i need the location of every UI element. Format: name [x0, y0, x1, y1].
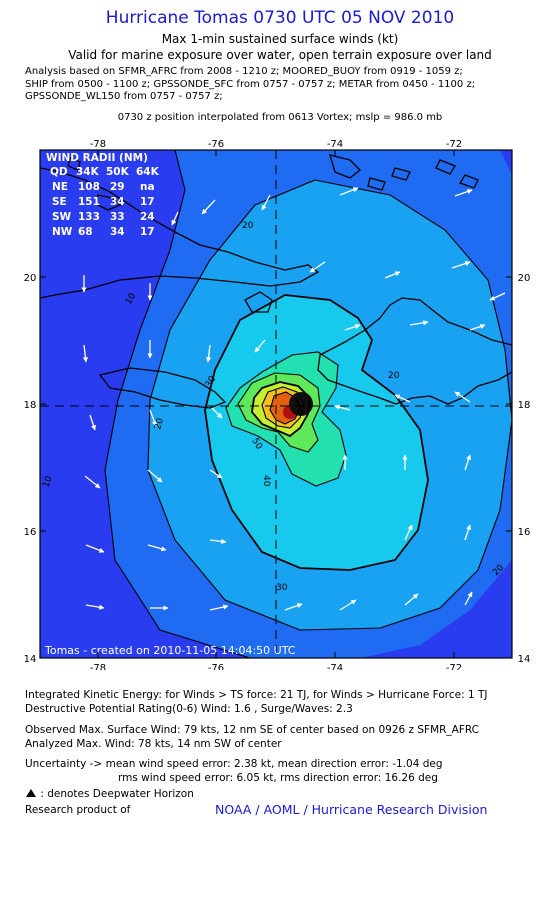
- analysis-line-2: SHIP from 0500 - 1100 z; GPSSONDE_SFC fr…: [25, 78, 476, 90]
- wind-radii-34k: 108: [78, 181, 100, 193]
- contour-label: 40: [261, 475, 271, 487]
- contour-label: 10: [41, 475, 54, 489]
- x-tick-label: -76: [208, 139, 224, 150]
- ike-line: Integrated Kinetic Energy: for Winds > T…: [25, 689, 488, 701]
- y-tick-label: 14: [518, 654, 531, 665]
- x-tick-label: -78: [90, 139, 106, 150]
- wind-radii-34k: 68: [78, 226, 93, 238]
- uncertainty-line-1: Uncertainty -> mean wind speed error: 2.…: [25, 758, 443, 770]
- wind-radii-quadrant: SE: [52, 196, 67, 208]
- wind-radii-50k: 29: [110, 181, 125, 193]
- wind-vectors: [81, 187, 506, 611]
- wind-radii-quadrant: NW: [52, 226, 73, 238]
- map-subtitle-product: Max 1-min sustained surface winds (kt): [161, 32, 399, 46]
- wind-radii-64k: 24: [140, 211, 155, 223]
- coastlines: [40, 154, 512, 409]
- max-wind-statistics: Observed Max. Surface Wind: 79 kts, 12 n…: [25, 724, 479, 751]
- x-tick-label: -78: [90, 663, 106, 670]
- map-subtitle-exposure: Valid for marine exposure over water, op…: [68, 48, 492, 62]
- x-tick-label: -72: [446, 139, 462, 150]
- y-tick-label: 14: [24, 654, 37, 665]
- x-tick-label: -76: [208, 663, 224, 670]
- wind-radii-header-34k: 34K: [76, 166, 100, 178]
- y-tick-label: 16: [518, 527, 531, 538]
- contour-label: 30: [276, 583, 288, 593]
- y-tick-label: 18: [518, 400, 531, 411]
- position-note: 0730 z position interpolated from 0613 V…: [117, 112, 443, 123]
- wind-radii-50k: 33: [110, 211, 125, 223]
- wind-contours: 10 10 20 30 40 50 20 30 20 20 WIND RADII…: [40, 150, 512, 658]
- research-label: Research product of: [25, 804, 131, 816]
- wind-radii-header-64k: 64K: [136, 166, 160, 178]
- contour-label: 20: [153, 417, 166, 431]
- wind-radii-quadrant: NE: [52, 181, 68, 193]
- wind-radii-table: WIND RADII (NM) QD 34K 50K 64K NE 108 29…: [46, 152, 160, 238]
- y-tick-label: 18: [24, 400, 37, 411]
- wind-radii-64k: 17: [140, 196, 155, 208]
- map-footer: Tomas - created on 2010-11-05 14:04:50 U…: [44, 644, 296, 657]
- wind-radii-64k: 17: [140, 226, 155, 238]
- axis-labels: -78 -76 -74 -72 -78 -76 -74 -72 20 18 16…: [24, 139, 531, 670]
- dpr-line: Destructive Potential Rating(0-6) Wind: …: [25, 702, 353, 715]
- wind-radii-50k: 34: [110, 196, 125, 208]
- storm-statistics: Integrated Kinetic Energy: for Winds > T…: [25, 689, 487, 716]
- wind-radii-50k: 34: [110, 226, 125, 238]
- wind-field-map: 10 10 20 30 40 50 20 30 20 20 WIND RADII…: [24, 139, 531, 670]
- analysis-line-1: Analysis based on SFMR_AFRC from 2008 - …: [25, 66, 463, 77]
- triangle-marker-icon: [26, 789, 36, 797]
- contour-lines: [104, 150, 512, 658]
- axis-ticks: [40, 150, 512, 659]
- wind-radii-quadrant: SW: [52, 211, 72, 223]
- x-tick-label: -74: [327, 139, 343, 150]
- analysis-line-3: GPSSONDE_WL150 from 0757 - 0757 z;: [25, 91, 223, 102]
- uncertainty-line-2: rms wind speed error: 6.05 kt, rms direc…: [118, 772, 438, 784]
- analysis-sources: Analysis based on SFMR_AFRC from 2008 - …: [25, 66, 475, 104]
- wind-radii-header-qd: QD: [50, 166, 68, 178]
- deepwater-note: : denotes Deepwater Horizon: [25, 788, 194, 802]
- contour-label: 20: [388, 371, 400, 381]
- y-tick-label: 20: [24, 273, 37, 284]
- x-tick-label: -74: [327, 663, 343, 670]
- deepwater-text: : denotes Deepwater Horizon: [40, 788, 194, 800]
- y-tick-label: 16: [24, 527, 37, 538]
- wind-radii-34k: 151: [78, 196, 100, 208]
- wind-radii-title: WIND RADII (NM): [46, 152, 148, 164]
- observed-max-line: Observed Max. Surface Wind: 79 kts, 12 n…: [25, 724, 480, 736]
- noaa-aoml-link[interactable]: NOAA / AOML / Hurricane Research Divisio…: [215, 802, 488, 817]
- contour-label: 20: [242, 221, 254, 231]
- analyzed-max-line: Analyzed Max. Wind: 78 kts, 14 nm SW of …: [25, 737, 282, 750]
- map-title: Hurricane Tomas 0730 UTC 05 NOV 2010: [105, 8, 455, 28]
- y-tick-label: 20: [518, 273, 531, 284]
- wind-radii-34k: 133: [78, 211, 100, 223]
- x-tick-label: -72: [446, 663, 462, 670]
- wind-radii-64k: na: [140, 181, 155, 193]
- wind-radii-header-50k: 50K: [106, 166, 130, 178]
